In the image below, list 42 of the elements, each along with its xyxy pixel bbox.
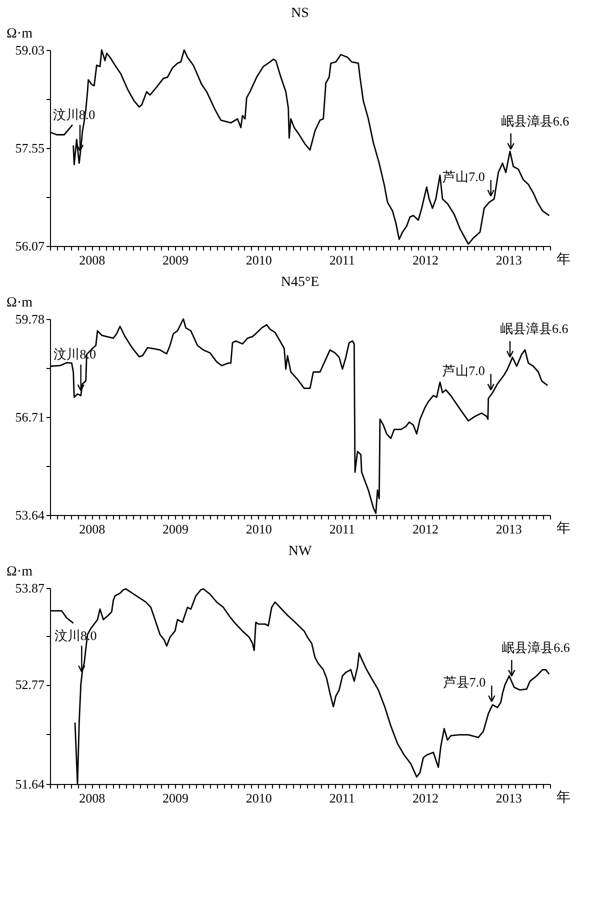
- y-tick-label: 59.78: [15, 312, 44, 326]
- x-tick-label: 2008: [79, 522, 106, 536]
- y-tick-label: 52.77: [15, 677, 45, 692]
- x-axis-title: 年: [556, 520, 570, 536]
- y-tick-label: 56.71: [15, 410, 44, 424]
- x-tick-label: 2011: [329, 790, 355, 806]
- x-tick-label: 2013: [496, 522, 522, 536]
- annotation: 岷县漳县6.6: [500, 321, 569, 336]
- x-tick-label: 2012: [412, 522, 438, 536]
- x-tick-label: 2009: [162, 790, 188, 806]
- annotation: 芦县7.0: [443, 674, 486, 690]
- chart-title: NS: [291, 6, 309, 21]
- y-axis-title: Ω·m: [6, 296, 33, 310]
- x-tick-label: 2013: [496, 252, 522, 268]
- y-tick-label: 53.87: [15, 580, 45, 596]
- annotation: 岷县漳县6.6: [502, 640, 570, 656]
- y-axis-title: Ω·m: [6, 26, 33, 42]
- x-tick-label: 2013: [496, 790, 522, 806]
- y-tick-label: 56.07: [15, 238, 45, 254]
- y-tick-label: 59.03: [15, 42, 44, 58]
- y-tick-label: 53.64: [15, 508, 45, 522]
- y-axis-title: Ω·m: [6, 564, 33, 580]
- x-tick-label: 2012: [412, 252, 438, 268]
- chart-title: N45°E: [280, 275, 320, 290]
- annotation: 芦山7.0: [442, 168, 485, 184]
- x-tick-label: 2010: [246, 522, 272, 536]
- x-tick-label: 2009: [162, 252, 188, 268]
- annotation: 岷县漳县6.6: [500, 113, 570, 128]
- chart-title: NW: [288, 544, 312, 559]
- x-tick-label: 2012: [412, 790, 438, 806]
- annotation: 芦山7.0: [442, 362, 485, 378]
- x-tick-label: 2010: [246, 790, 272, 806]
- x-tick-label: 2011: [329, 522, 355, 536]
- y-tick-label: 51.64: [15, 776, 45, 792]
- y-tick-label: 57.55: [15, 140, 44, 156]
- x-tick-label: 2008: [79, 790, 106, 806]
- x-tick-label: 2010: [246, 252, 272, 268]
- x-tick-label: 2009: [162, 522, 188, 536]
- x-tick-label: 2008: [79, 252, 106, 268]
- x-axis-title: 年: [556, 790, 570, 806]
- x-axis-title: 年: [556, 252, 570, 268]
- x-tick-label: 2011: [329, 252, 355, 268]
